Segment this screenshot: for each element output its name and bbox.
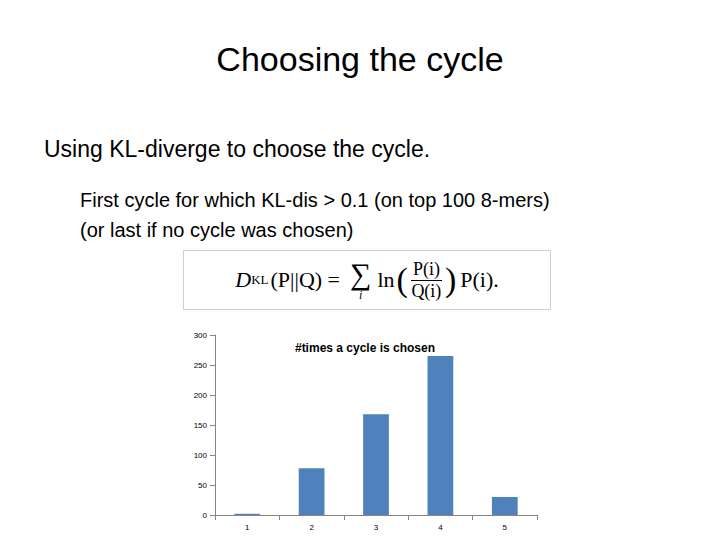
- html-text:Q(i))P(i).: Q(i))P(i).: [411, 261, 499, 301]
- svg-text:1: 1: [245, 523, 250, 532]
- svg-text:200: 200: [194, 391, 208, 400]
- html-text:ln(P(i): ln(P(i): [377, 258, 440, 298]
- html-text:Choosing the cycle: Choosing the cycle: [216, 40, 504, 78]
- svg-text:50: 50: [198, 481, 207, 490]
- html-text:Using KL-diverge to choose the: Using KL-diverge to choose the cycle.: [44, 136, 431, 162]
- svg-text:4: 4: [438, 523, 443, 532]
- svg-text:150: 150: [194, 421, 208, 430]
- svg-text:0: 0: [203, 511, 208, 520]
- html-text:First cycle for which KL-dis >: First cycle for which KL-dis > 0.1 (on t…: [80, 189, 550, 211]
- html-text:DKL(P||Q) = ∑: DKL(P||Q) = ∑: [235, 257, 372, 292]
- svg-text:2: 2: [309, 523, 314, 532]
- svg-text:5: 5: [503, 523, 508, 532]
- svg-text:250: 250: [194, 361, 208, 370]
- html-text:(or last if no cycle was chose: (or last if no cycle was chosen): [80, 219, 354, 241]
- svg-text:100: 100: [194, 451, 208, 460]
- svg-text:300: 300: [194, 331, 208, 340]
- svg-text:#times a cycle is chosen: #times a cycle is chosen: [295, 341, 435, 355]
- svg-text:3: 3: [374, 523, 379, 532]
- html-text:i: i: [359, 288, 363, 302]
